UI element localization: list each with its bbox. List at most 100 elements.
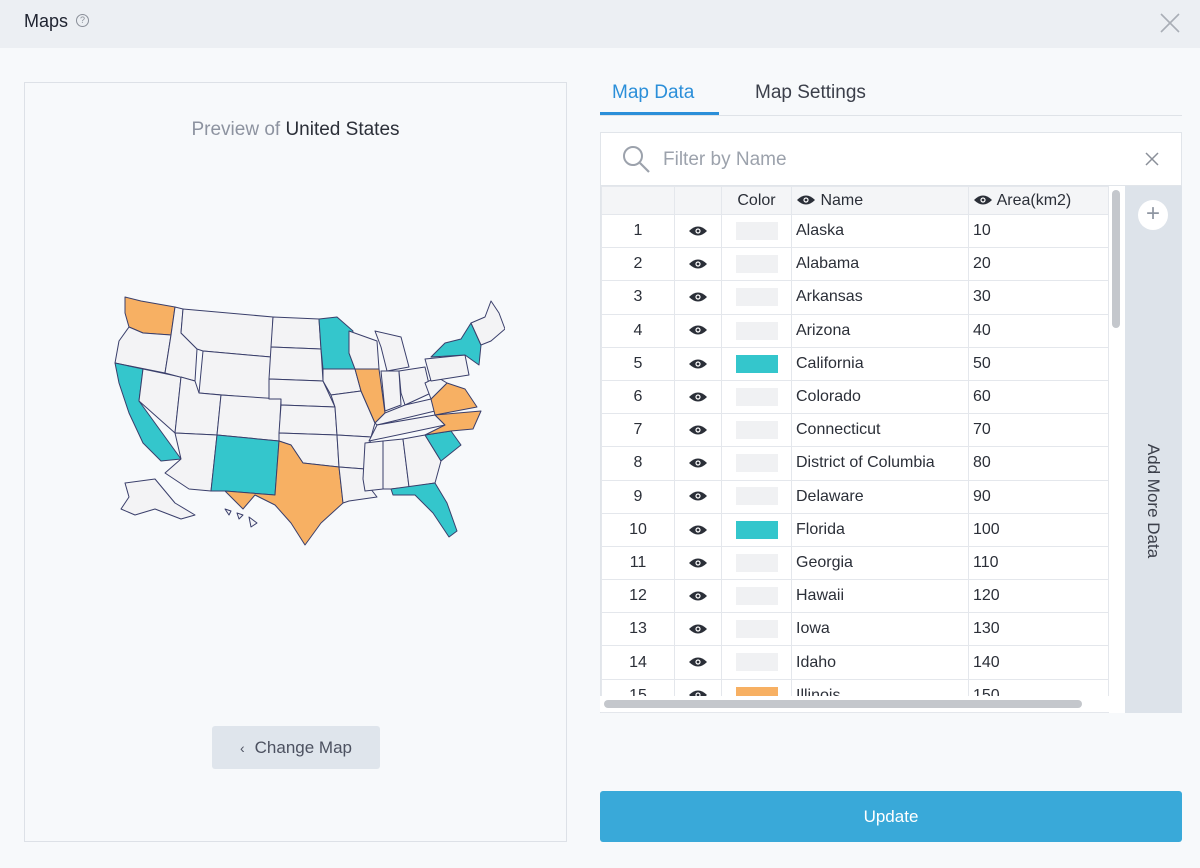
row-color-cell[interactable] (721, 579, 792, 614)
row-name[interactable]: Hawaii (791, 579, 969, 614)
color-swatch[interactable] (735, 387, 778, 406)
horizontal-scrollbar[interactable] (600, 696, 1125, 712)
table-row[interactable]: 2 Alabama 20 (601, 247, 1109, 282)
row-color-cell[interactable] (721, 612, 792, 647)
table-row[interactable]: 1 Alaska 10 (601, 213, 1109, 249)
row-color-cell[interactable] (721, 446, 792, 481)
color-swatch[interactable] (735, 553, 778, 572)
row-visibility-toggle[interactable] (674, 612, 722, 647)
table-row[interactable]: 3 Arkansas 30 (601, 280, 1109, 315)
vertical-scrollbar[interactable] (1110, 190, 1122, 710)
color-swatch[interactable] (735, 321, 778, 340)
row-area[interactable]: 40 (968, 313, 1109, 348)
row-color-cell[interactable] (721, 379, 792, 415)
eye-icon[interactable] (688, 391, 708, 403)
row-visibility-toggle[interactable] (674, 413, 722, 448)
row-color-cell[interactable] (721, 479, 792, 514)
row-area[interactable]: 70 (968, 413, 1109, 448)
row-area[interactable]: 50 (968, 346, 1109, 381)
row-visibility-toggle[interactable] (674, 479, 722, 514)
color-swatch[interactable] (735, 421, 778, 440)
row-name[interactable]: California (791, 346, 969, 381)
row-name[interactable]: Alabama (791, 247, 969, 282)
color-swatch[interactable] (735, 354, 778, 373)
row-name[interactable]: Florida (791, 512, 969, 547)
table-row[interactable]: 14 Idaho 140 (601, 645, 1109, 680)
color-swatch[interactable] (735, 454, 778, 473)
eye-icon[interactable] (688, 424, 708, 436)
eye-icon[interactable] (688, 358, 708, 370)
eye-icon[interactable] (688, 557, 708, 569)
row-name[interactable]: Alaska (791, 213, 969, 249)
row-name[interactable]: Arkansas (791, 280, 969, 315)
table-row[interactable]: 12 Hawaii 120 (601, 579, 1109, 614)
header-color[interactable]: Color (721, 186, 792, 215)
horizontal-scroll-thumb[interactable] (604, 700, 1082, 708)
eye-icon[interactable] (688, 490, 708, 502)
color-swatch[interactable] (735, 520, 778, 539)
row-color-cell[interactable] (721, 247, 792, 282)
row-area[interactable]: 90 (968, 479, 1109, 514)
row-name[interactable]: Colorado (791, 379, 969, 415)
row-name[interactable]: Iowa (791, 612, 969, 647)
table-row[interactable]: 6 Colorado 60 (601, 379, 1109, 415)
color-swatch[interactable] (735, 255, 778, 274)
row-visibility-toggle[interactable] (674, 579, 722, 614)
table-row[interactable]: 4 Arizona 40 (601, 313, 1109, 348)
eye-icon[interactable] (688, 623, 708, 635)
tab-map-data[interactable]: Map Data (612, 82, 695, 103)
row-color-cell[interactable] (721, 346, 792, 381)
color-swatch[interactable] (735, 288, 778, 307)
eye-icon[interactable] (688, 225, 708, 237)
row-color-cell[interactable] (721, 280, 792, 315)
row-area[interactable]: 100 (968, 512, 1109, 547)
table-row[interactable]: 5 California 50 (601, 346, 1109, 381)
row-name[interactable]: Connecticut (791, 413, 969, 448)
row-area[interactable]: 110 (968, 545, 1109, 581)
row-name[interactable]: District of Columbia (791, 446, 969, 481)
header-area[interactable]: Area(km2) (968, 186, 1109, 215)
row-visibility-toggle[interactable] (674, 346, 722, 381)
row-color-cell[interactable] (721, 213, 792, 249)
row-visibility-toggle[interactable] (674, 379, 722, 415)
row-color-cell[interactable] (721, 313, 792, 348)
row-visibility-toggle[interactable] (674, 313, 722, 348)
row-visibility-toggle[interactable] (674, 247, 722, 282)
row-name[interactable]: Georgia (791, 545, 969, 581)
color-swatch[interactable] (735, 487, 778, 506)
close-icon[interactable] (1158, 11, 1182, 35)
color-swatch[interactable] (735, 653, 778, 672)
change-map-button[interactable]: ‹ Change Map (212, 726, 380, 769)
filter-input[interactable] (663, 145, 1133, 175)
row-visibility-toggle[interactable] (674, 545, 722, 581)
row-area[interactable]: 20 (968, 247, 1109, 282)
eye-icon[interactable] (688, 656, 708, 668)
eye-icon[interactable] (688, 291, 708, 303)
row-visibility-toggle[interactable] (674, 280, 722, 315)
eye-icon[interactable] (688, 590, 708, 602)
eye-icon[interactable] (796, 194, 816, 206)
table-row[interactable]: 9 Delaware 90 (601, 479, 1109, 514)
color-swatch[interactable] (735, 620, 778, 639)
update-button[interactable]: Update (600, 791, 1182, 842)
vertical-scroll-thumb[interactable] (1112, 190, 1120, 328)
table-row[interactable]: 11 Georgia 110 (601, 545, 1109, 581)
row-area[interactable]: 140 (968, 645, 1109, 680)
eye-icon[interactable] (688, 457, 708, 469)
row-name[interactable]: Idaho (791, 645, 969, 680)
row-name[interactable]: Arizona (791, 313, 969, 348)
row-visibility-toggle[interactable] (674, 213, 722, 249)
row-visibility-toggle[interactable] (674, 512, 722, 547)
row-name[interactable]: Delaware (791, 479, 969, 514)
row-area[interactable]: 30 (968, 280, 1109, 315)
row-visibility-toggle[interactable] (674, 446, 722, 481)
add-more-data-panel[interactable]: + Add More Data (1125, 186, 1182, 713)
row-color-cell[interactable] (721, 545, 792, 581)
eye-icon[interactable] (688, 258, 708, 270)
color-swatch[interactable] (735, 221, 778, 240)
plus-icon[interactable]: + (1138, 200, 1168, 230)
color-swatch[interactable] (735, 587, 778, 606)
table-row[interactable]: 8 District of Columbia 80 (601, 446, 1109, 481)
question-circle-icon[interactable]: ? (76, 14, 89, 27)
eye-icon[interactable] (688, 324, 708, 336)
